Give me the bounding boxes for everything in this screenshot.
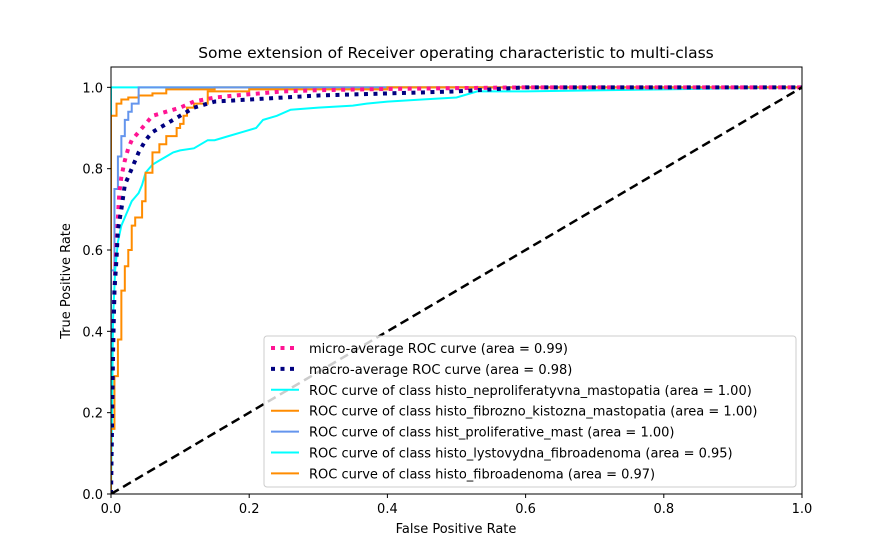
y-axis-title: True Positive Rate (59, 223, 74, 340)
legend-box (263, 335, 797, 488)
legend-label-6: ROC curve of class histo_fibroadenoma (a… (309, 467, 655, 482)
reference-diagonal-line (111, 86, 802, 494)
x-axis-title: False Positive Rate (396, 522, 517, 537)
y-tick-label: 0.6 (82, 244, 103, 259)
y-tick-label: 1.0 (82, 81, 103, 96)
x-tick-label: 0.4 (377, 502, 398, 517)
series-line-1 (111, 85, 802, 494)
y-tick-label: 0.4 (82, 325, 103, 340)
x-tick-label: 1.0 (792, 502, 813, 517)
y-tick-label: 0.0 (82, 488, 103, 503)
x-tick-label: 0.0 (101, 502, 122, 517)
x-tick-label: 0.8 (653, 502, 674, 517)
series-line-5 (111, 86, 802, 494)
plot-frame (110, 66, 803, 495)
legend-label-5: ROC curve of class histo_lystovydna_fibr… (309, 447, 733, 462)
legend-label-4: ROC curve of class hist_proliferative_ma… (309, 426, 674, 441)
legend-label-2: ROC curve of class histo_neproliferatyvn… (309, 384, 752, 399)
legend-label-1: macro-average ROC curve (area = 0.98) (309, 363, 572, 378)
legend-label-0: micro-average ROC curve (area = 0.99) (309, 342, 568, 357)
legend: micro-average ROC curve (area = 0.99) mac… (263, 335, 797, 488)
series-line-4 (111, 86, 802, 494)
legend-label-3: ROC curve of class histo_fibrozno_kistoz… (309, 405, 757, 420)
series-line-0 (111, 85, 802, 494)
x-tick-label: 0.2 (239, 502, 260, 517)
y-tick-label: 0.2 (82, 407, 103, 422)
chart-title: Some extension of Receiver operating cha… (198, 44, 714, 62)
series-group (111, 85, 802, 494)
plot-area: 0.0 0.2 0.4 0.6 0.8 1.0 0.0 0.2 0.4 0.6 0.8 1.0 (82, 66, 813, 517)
x-tick-label: 0.6 (515, 502, 536, 517)
y-tick-label: 0.8 (82, 163, 103, 178)
